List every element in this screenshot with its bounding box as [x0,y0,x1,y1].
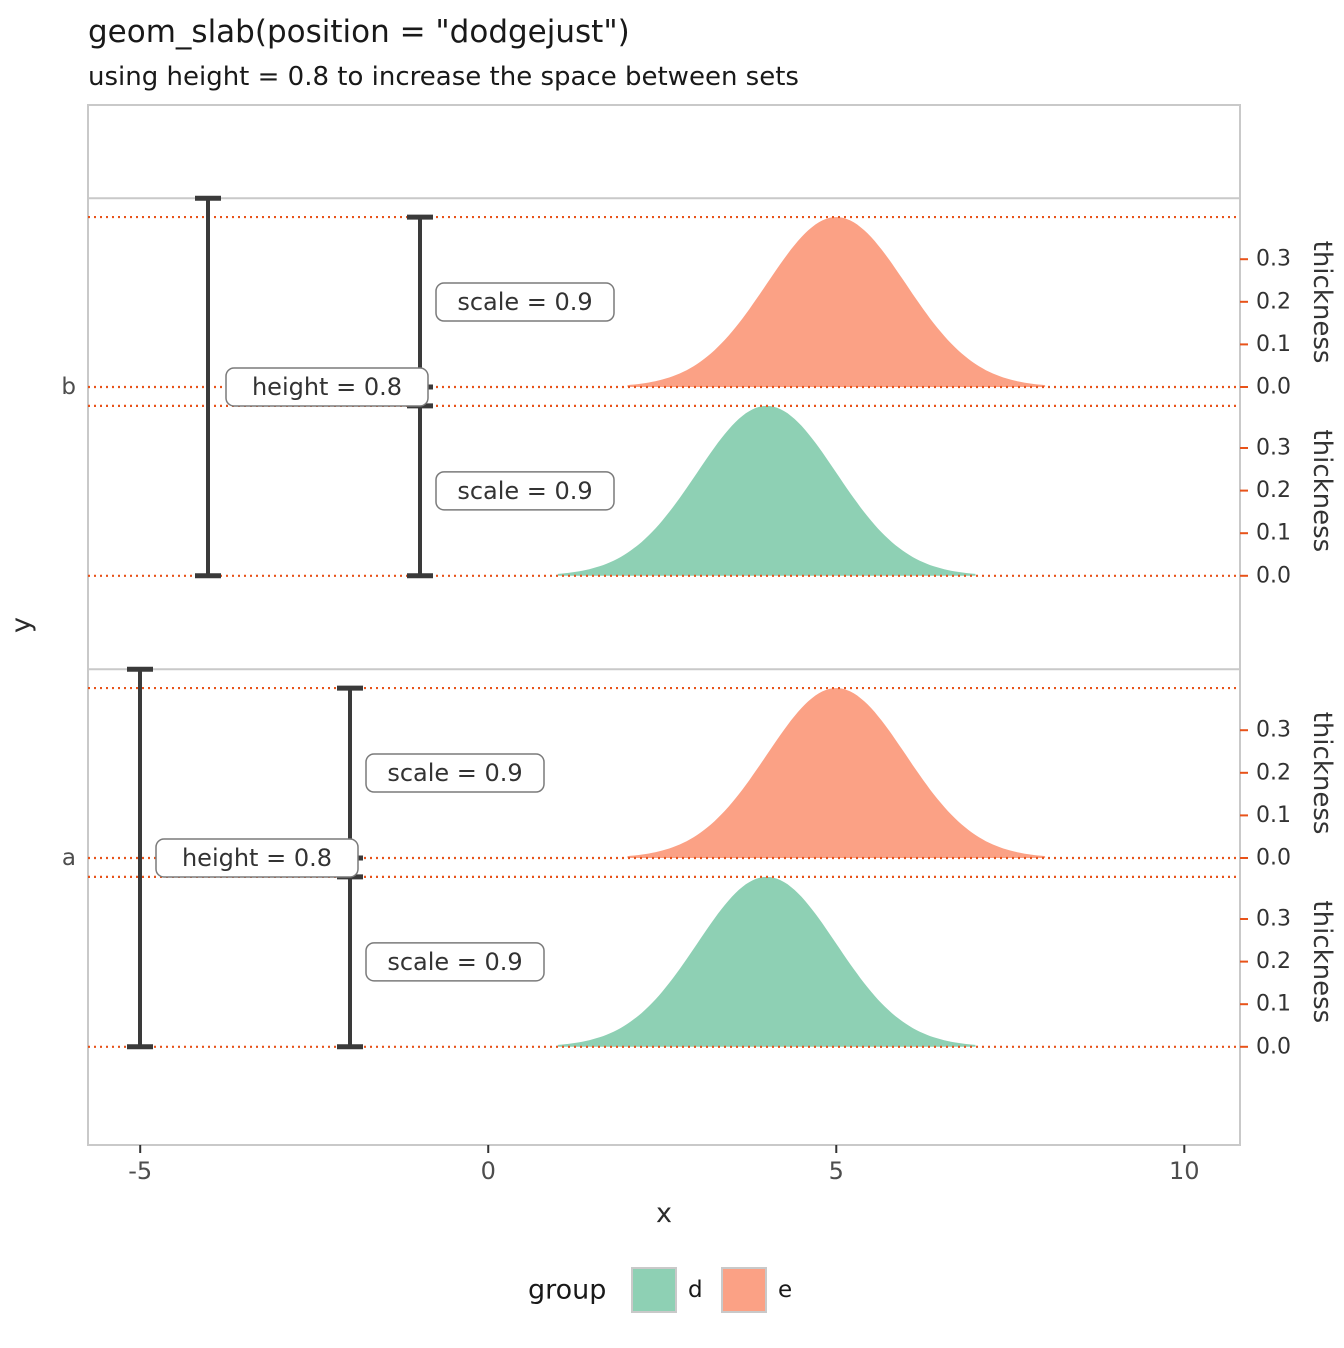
scale-annotation-a-d-box [365,942,545,982]
scale-annotation-b-e: scale = 0.9 [435,282,615,322]
thickness-axes: 0.0 0.1 0.2 0.3 thickness 0.0 0.1 0.2 0.3 thickne… [1240,241,1337,1059]
y-axis-title: y [6,617,37,633]
thickness-tick-label: 0.0 [1256,375,1291,400]
legend: group d e [528,1267,792,1313]
scale-annotation-a-d-text: scale = 0.9 [387,948,522,976]
height-bracket-b [195,195,221,579]
slab-b-d [557,405,976,576]
thickness-tick-label: 0.3 [1256,247,1291,272]
y-axis: ab [61,374,76,871]
thickness-tick-label: 0.3 [1256,907,1291,932]
thickness-tick-label: 0.1 [1256,992,1291,1017]
height-bracket-a [127,666,153,1050]
x-axis: -5 0 5 10 [128,1145,1200,1185]
x-tick-label: -5 [128,1157,152,1185]
legend-key-e [721,1267,767,1313]
thickness-tick-label: 0.3 [1256,718,1291,743]
thickness-tick-label: 0.2 [1256,949,1291,974]
scale-annotation-a-e-box [365,753,545,793]
thickness-tick-label: 0.1 [1256,803,1291,828]
thickness-tick-label: 0.0 [1256,563,1291,588]
thickness-tick-label: 0.2 [1256,289,1291,314]
thickness-tick-label: 0.0 [1256,846,1291,871]
scale-annotation-b-e-text: scale = 0.9 [457,288,592,316]
height-annotation-a-box [155,838,359,878]
y-tick-label-a: a [62,845,76,871]
annotation-labels: height = 0.8 scale = 0.9 scale = 0.9 height… [155,282,615,982]
scale-annotation-a-e: scale = 0.9 [365,753,545,793]
slab-a-e [627,688,1046,858]
scale-annotation-b-d-box [435,471,615,511]
scale-annotation-b-d: scale = 0.9 [435,471,615,511]
slab-a-d [557,876,976,1047]
slab-b-e [627,217,1046,387]
scale-annotation-a-d: scale = 0.9 [365,942,545,982]
scale-annotation-b-e-box [435,282,615,322]
plot-panel [87,104,1241,1146]
legend-title: group [528,1275,606,1306]
x-tick-label: 0 [481,1157,496,1185]
chart-title: geom_slab(position = "dodgejust") [88,14,630,50]
y-tick-label-b: b [61,374,76,400]
height-annotation-b: height = 0.8 [225,367,429,407]
scale-annotation-a-e-text: scale = 0.9 [387,759,522,787]
thickness-tick-label: 0.3 [1256,436,1291,461]
x-tick-label: 10 [1169,1157,1200,1185]
height-annotation-b-text: height = 0.8 [252,373,402,401]
thickness-axis-title: thickness [1307,241,1337,364]
thickness-tick-label: 0.1 [1256,332,1291,357]
scale-annotation-b-d-text: scale = 0.9 [457,477,592,505]
height-annotation-a-text: height = 0.8 [182,844,332,872]
height-annotation-a: height = 0.8 [155,838,359,878]
chart-subtitle: using height = 0.8 to increase the space… [88,62,799,92]
thickness-axis-title: thickness [1307,712,1337,835]
thickness-tick-label: 0.0 [1256,1034,1291,1059]
legend-label-e: e [778,1277,792,1303]
thickness-axis-title: thickness [1307,900,1337,1023]
thickness-tick-label: 0.1 [1256,521,1291,546]
height-annotation-b-box [225,367,429,407]
legend-key-d [631,1267,677,1313]
x-tick-label: 5 [829,1157,844,1185]
thickness-tick-label: 0.2 [1256,760,1291,785]
legend-label-d: d [688,1277,703,1303]
band-lines [88,197,1240,671]
x-axis-title: x [656,1198,672,1229]
thickness-tick-label: 0.2 [1256,478,1291,503]
slabs [557,217,1046,1047]
thickness-axis-title: thickness [1307,429,1337,552]
